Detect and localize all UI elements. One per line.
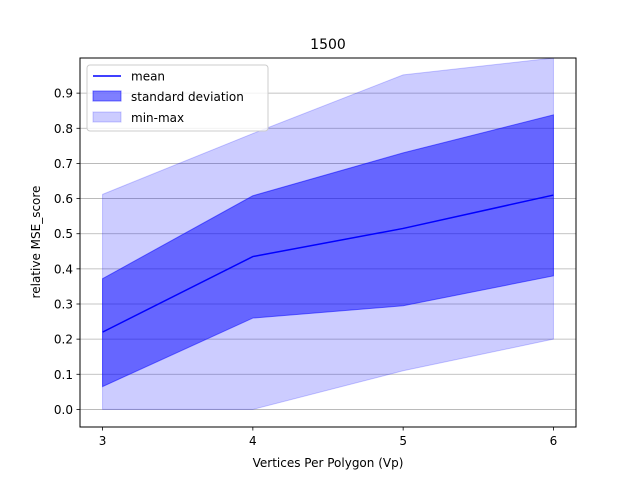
y-tick-label: 0.3 [54,298,73,312]
y-tick-label: 0.9 [54,87,73,101]
legend-swatch-std [92,90,122,102]
plot-frame [79,57,577,428]
legend-swatch-minmax [92,111,122,123]
y-tick-label: 0.8 [54,122,73,136]
x-tick-label: 3 [99,434,107,448]
legend: mean standard deviation min-max [86,64,269,132]
line-mean [102,194,554,333]
y-tick-label: 0.1 [54,368,73,382]
y-tick-label: 0.2 [54,333,73,347]
legend-label-mean: mean [131,70,165,84]
legend-frame [86,64,269,132]
y-tick-label: 0.4 [54,262,73,276]
y-axis-label: relative MSE_score [29,186,43,299]
band-standard-deviation [102,114,554,388]
y-tick-label: 0.7 [54,157,73,171]
y-tick-label: 0.0 [54,403,73,417]
legend-label-minmax: min-max [131,111,184,125]
x-tick-label: 4 [249,434,257,448]
x-tick-label: 5 [399,434,407,448]
legend-label-std: standard deviation [131,90,244,104]
y-tick-label: 0.6 [54,192,73,206]
x-tick-label: 6 [550,434,558,448]
y-tick-label: 0.5 [54,227,73,241]
chart-title: 1500 [310,37,346,53]
x-axis-label: Vertices Per Polygon (Vp) [253,456,404,470]
